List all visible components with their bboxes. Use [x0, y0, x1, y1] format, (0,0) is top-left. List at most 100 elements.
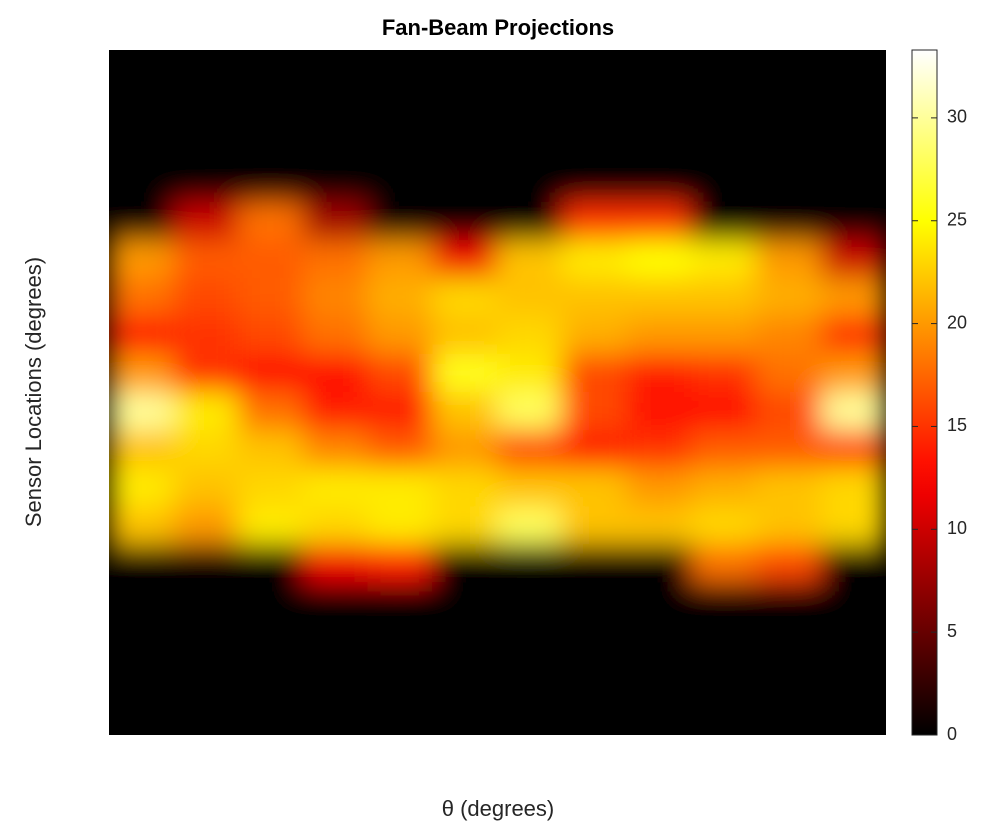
heatmap-cell: [756, 315, 822, 355]
heatmap-cell: [497, 315, 563, 355]
heatmap-cell: [561, 239, 628, 279]
heatmap-cell: [691, 430, 757, 470]
heatmap-cell: [432, 277, 498, 317]
heatmap-cell: [497, 696, 563, 735]
heatmap-cell: [432, 468, 498, 508]
heatmap-cell: [238, 50, 304, 89]
heatmap-cell: [238, 392, 304, 432]
heatmap-cell: [238, 468, 304, 508]
heatmap-cell: [561, 277, 628, 317]
heatmap-cell: [173, 658, 239, 698]
heatmap-cell: [561, 315, 628, 355]
heatmap-cell: [432, 696, 498, 735]
heatmap-cell: [302, 277, 369, 317]
heatmap-cell: [173, 315, 239, 355]
heatmap-cell: [691, 353, 757, 393]
heatmap-cell: [367, 125, 434, 165]
heatmap-cell: [756, 239, 822, 279]
heatmap-cell: [109, 239, 175, 279]
heatmap-cell: [109, 506, 175, 546]
heatmap-cell: [302, 353, 369, 393]
heatmap-cell: [109, 468, 175, 508]
heatmap-cell: [820, 87, 886, 127]
heatmap-cell: [497, 277, 563, 317]
heatmap-cell: [302, 468, 369, 508]
heatmap-cell: [173, 201, 239, 241]
heatmap-cell: [561, 201, 628, 241]
heatmap-cell: [497, 239, 563, 279]
heatmap-cell: [173, 468, 239, 508]
heatmap-cell: [756, 544, 822, 584]
heatmap-cell: [561, 163, 628, 203]
heatmap-cell: [820, 468, 886, 508]
heatmap-cell: [626, 50, 693, 89]
heatmap-cell: [432, 658, 498, 698]
heatmap-cell: [497, 658, 563, 698]
heatmap-cell: [432, 163, 498, 203]
heatmap-cell: [173, 392, 239, 432]
heatmap-cell: [497, 430, 563, 470]
heatmap-cell: [238, 696, 304, 735]
heatmap-cell: [367, 544, 434, 584]
heatmap-cell: [756, 201, 822, 241]
heatmap-cell: [626, 163, 693, 203]
heatmap-cell: [302, 87, 369, 127]
heatmap-cell: [367, 315, 434, 355]
heatmap-cell: [238, 353, 304, 393]
heatmap-cell: [691, 87, 757, 127]
heatmap-cell: [432, 620, 498, 660]
heatmap-cell: [820, 163, 886, 203]
heatmap-cell: [367, 696, 434, 735]
heatmap-cell: [432, 315, 498, 355]
heatmap-cell: [756, 353, 822, 393]
heatmap-cell: [367, 353, 434, 393]
heatmap-cell: [626, 125, 693, 165]
heatmap-cell: [756, 87, 822, 127]
heatmap-cell: [367, 239, 434, 279]
heatmap-cell: [497, 201, 563, 241]
heatmap-cell: [561, 353, 628, 393]
heatmap-cell: [820, 544, 886, 584]
heatmap-cell: [302, 315, 369, 355]
heatmap-cell: [626, 277, 693, 317]
heatmap-cell: [432, 353, 498, 393]
heatmap-cell: [367, 582, 434, 622]
heatmap-cell: [238, 277, 304, 317]
heatmap-cell: [238, 658, 304, 698]
heatmap-cell: [626, 430, 693, 470]
heatmap-cell: [497, 468, 563, 508]
heatmap-cell: [173, 239, 239, 279]
heatmap-cell: [109, 353, 175, 393]
heatmap-cell: [109, 582, 175, 622]
heatmap-cell: [497, 620, 563, 660]
heatmap-cell: [820, 506, 886, 546]
heatmap-cell: [626, 392, 693, 432]
heatmap-cell: [432, 87, 498, 127]
heatmap-cell: [820, 315, 886, 355]
heatmap-cell: [561, 125, 628, 165]
heatmap-cell: [820, 50, 886, 89]
heatmap-cell: [238, 87, 304, 127]
colorbar-tick-label: 25: [947, 209, 967, 229]
heatmap: [109, 50, 886, 735]
heatmap-cell: [626, 658, 693, 698]
heatmap-cell: [432, 430, 498, 470]
heatmap-cell: [432, 201, 498, 241]
heatmap-cell: [756, 582, 822, 622]
heatmap-cells: [109, 50, 886, 735]
heatmap-cell: [109, 658, 175, 698]
heatmap-cell: [691, 277, 757, 317]
heatmap-cell: [109, 696, 175, 735]
heatmap-cell: [691, 696, 757, 735]
heatmap-cell: [561, 430, 628, 470]
heatmap-cell: [497, 87, 563, 127]
heatmap-cell: [173, 544, 239, 584]
heatmap-cell: [497, 506, 563, 546]
heatmap-cell: [691, 239, 757, 279]
heatmap-cell: [756, 125, 822, 165]
heatmap-cell: [109, 430, 175, 470]
chart-title: Fan-Beam Projections: [382, 15, 614, 40]
heatmap-cell: [238, 163, 304, 203]
heatmap-cell: [820, 582, 886, 622]
